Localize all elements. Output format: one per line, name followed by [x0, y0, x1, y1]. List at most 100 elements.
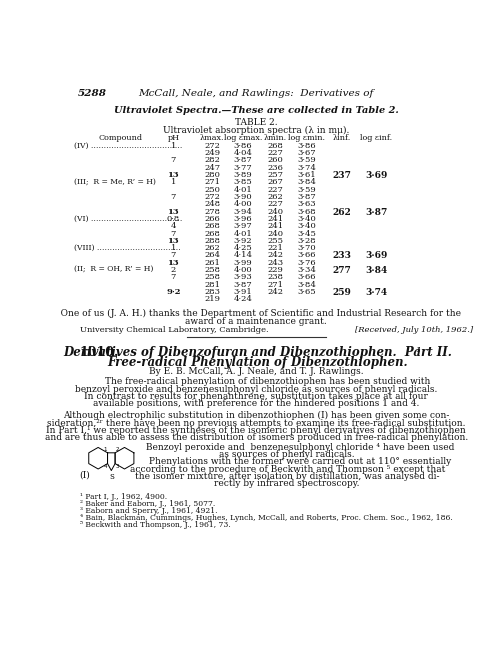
- Text: 3·69: 3·69: [365, 252, 388, 261]
- Text: 227: 227: [268, 149, 283, 157]
- Text: Ultraviolet absorption spectra (λ in mμ).: Ultraviolet absorption spectra (λ in mμ)…: [163, 126, 350, 135]
- Text: (I): (I): [80, 470, 90, 479]
- Text: 7: 7: [170, 157, 176, 164]
- Text: 3·66: 3·66: [298, 273, 316, 282]
- Text: 3·61: 3·61: [298, 171, 316, 179]
- Text: TABLE 2.: TABLE 2.: [235, 118, 278, 127]
- Text: λinf.: λinf.: [332, 134, 350, 142]
- Text: benzoyl peroxide and benzenesulphonyl chloride as sources of phenyl radicals.: benzoyl peroxide and benzenesulphonyl ch…: [75, 384, 438, 394]
- Text: (III;  R = Me, R’ = H): (III; R = Me, R’ = H): [74, 178, 156, 186]
- Text: log εmin.: log εmin.: [288, 134, 325, 142]
- Text: 272: 272: [204, 193, 220, 201]
- Text: 3·69: 3·69: [365, 171, 388, 180]
- Text: 255: 255: [268, 237, 283, 245]
- Text: (II;  R = OH, R’ = H): (II; R = OH, R’ = H): [74, 266, 154, 274]
- Text: 3·87: 3·87: [365, 208, 388, 217]
- Text: 3·86: 3·86: [234, 141, 252, 150]
- Text: 13: 13: [168, 208, 179, 215]
- Text: 219: 219: [204, 295, 220, 303]
- Text: 3·86: 3·86: [298, 141, 316, 150]
- Text: 248: 248: [204, 200, 220, 208]
- Text: 261: 261: [204, 259, 220, 267]
- Text: 3·87: 3·87: [297, 193, 316, 201]
- Text: the isomer mixture, after isolation by distillation, was analysed di-: the isomer mixture, after isolation by d…: [135, 472, 440, 481]
- Text: 3·85: 3·85: [234, 178, 252, 186]
- Text: 288: 288: [204, 237, 220, 245]
- Text: λmin.: λmin.: [264, 134, 287, 142]
- Text: 237: 237: [332, 171, 351, 180]
- Text: 283: 283: [204, 288, 220, 296]
- Text: 3·93: 3·93: [234, 273, 252, 282]
- Text: 4: 4: [104, 464, 107, 470]
- Text: Phenylations with the former were carried out at 110° essentially: Phenylations with the former were carrie…: [123, 457, 452, 466]
- Text: 3·96: 3·96: [234, 215, 252, 223]
- Text: 3·59: 3·59: [297, 157, 316, 164]
- Text: log εmax.: log εmax.: [224, 134, 262, 142]
- Text: 3·87: 3·87: [234, 157, 252, 164]
- Text: [Received, July 10th, 1962.]: [Received, July 10th, 1962.]: [356, 326, 474, 334]
- Text: pH: pH: [168, 134, 179, 142]
- Text: 4·01: 4·01: [234, 229, 252, 238]
- Text: 266: 266: [204, 215, 220, 223]
- Text: Compound: Compound: [98, 134, 142, 142]
- Text: 3·74: 3·74: [366, 288, 388, 297]
- Text: 2: 2: [116, 447, 119, 452]
- Text: Free-radical Phenylation of Dibenzothiophen.: Free-radical Phenylation of Dibenzothiop…: [108, 356, 408, 369]
- Text: and are thus able to assess the distribution of isomers produced in free-radical: and are thus able to assess the distribu…: [44, 433, 468, 442]
- Text: 3·84: 3·84: [297, 178, 316, 186]
- Text: One of us (J. A. H.) thanks the Department of Scientific and Industrial Research: One of us (J. A. H.) thanks the Departme…: [52, 309, 461, 318]
- Text: according to the procedure of Beckwith and Thompson ⁵ except that: according to the procedure of Beckwith a…: [130, 465, 445, 474]
- Text: 271: 271: [268, 281, 283, 289]
- Text: 7: 7: [170, 229, 176, 238]
- Text: 236: 236: [268, 164, 283, 172]
- Text: 249: 249: [204, 149, 220, 157]
- Text: 227: 227: [268, 200, 283, 208]
- Text: 3·66: 3·66: [298, 252, 316, 259]
- Text: 4·00: 4·00: [234, 200, 252, 208]
- Text: 1: 1: [170, 178, 176, 186]
- Text: 250: 250: [204, 185, 220, 194]
- Text: ⁴ Bain, Blackman, Cummings, Hughes, Lynch, McCall, and Roberts, Proc. Chem. Soc.: ⁴ Bain, Blackman, Cummings, Hughes, Lync…: [80, 514, 452, 521]
- Text: 0·8: 0·8: [166, 215, 180, 223]
- Text: ³ Eaborn and Sperry, J., 1961, 4921.: ³ Eaborn and Sperry, J., 1961, 4921.: [80, 507, 217, 515]
- Text: Benzoyl peroxide and  benzenesulphonyl chloride ⁴ have been used: Benzoyl peroxide and benzenesulphonyl ch…: [120, 443, 454, 452]
- Text: 258: 258: [204, 266, 220, 274]
- Text: 262: 262: [268, 193, 283, 201]
- Text: 281: 281: [204, 281, 220, 289]
- Text: 3·97: 3·97: [234, 222, 252, 230]
- Text: 4·01: 4·01: [234, 185, 252, 194]
- Text: 1: 1: [104, 447, 107, 452]
- Text: 264: 264: [204, 252, 220, 259]
- Text: 3·74: 3·74: [297, 164, 316, 172]
- Text: 247: 247: [204, 164, 220, 172]
- Text: University Chemical Laboratory, Cambridge.: University Chemical Laboratory, Cambridg…: [80, 326, 268, 334]
- Text: 3·76: 3·76: [298, 259, 316, 267]
- Text: 233: 233: [332, 252, 351, 261]
- Text: 262: 262: [332, 208, 351, 217]
- Text: 3·99: 3·99: [234, 259, 252, 267]
- Text: 3·91: 3·91: [234, 288, 252, 296]
- Text: 221: 221: [268, 244, 283, 252]
- Text: 7: 7: [170, 193, 176, 201]
- Text: 277: 277: [332, 266, 351, 275]
- Text: 3·59: 3·59: [297, 185, 316, 194]
- Text: (VI) ………………………………: (VI) ………………………………: [74, 215, 182, 223]
- Text: 238: 238: [268, 273, 283, 282]
- Text: λmax.: λmax.: [200, 134, 224, 142]
- Text: 3·40: 3·40: [297, 215, 316, 223]
- Text: 3·90: 3·90: [234, 193, 252, 201]
- Text: In Part I,¹ we reported the syntheses of the isomeric phenyl derivatives of dibe: In Part I,¹ we reported the syntheses of…: [46, 426, 466, 435]
- Text: 3·94: 3·94: [234, 208, 252, 215]
- Text: 243: 243: [268, 259, 283, 267]
- Text: 13: 13: [168, 259, 179, 267]
- Text: ¹ Part I, J., 1962, 4900.: ¹ Part I, J., 1962, 4900.: [80, 493, 166, 501]
- Text: 268: 268: [204, 222, 220, 230]
- Text: 4: 4: [170, 222, 176, 230]
- Text: 3·70: 3·70: [298, 244, 316, 252]
- Text: Although electrophilic substitution in dibenzothiophen (I) has been given some c: Although electrophilic substitution in d…: [63, 411, 450, 421]
- Text: log εinf.: log εinf.: [360, 134, 392, 142]
- Text: 257: 257: [268, 171, 283, 179]
- Text: 3·77: 3·77: [234, 164, 252, 172]
- Text: McCall, Neale, and Rawlings:  Derivatives of: McCall, Neale, and Rawlings: Derivatives…: [138, 89, 374, 98]
- Text: 4·24: 4·24: [234, 295, 252, 303]
